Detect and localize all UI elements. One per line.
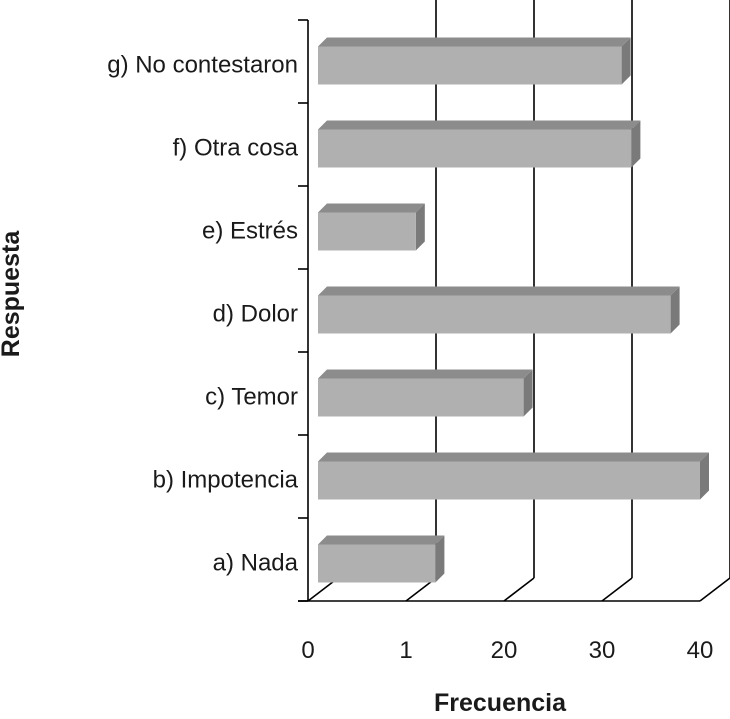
category-label: d) Dolor (213, 301, 298, 328)
category-label: b) Impotencia (153, 467, 299, 494)
bar-front-face (318, 295, 671, 334)
bar (318, 452, 709, 500)
bar (318, 286, 680, 334)
axis-layer (298, 19, 700, 602)
category-label: c) Temor (205, 384, 298, 411)
bar-top-face (318, 37, 631, 47)
bar-front-face (318, 461, 700, 500)
bar-side-face (631, 120, 641, 168)
x-tick-label: 0 (301, 637, 314, 664)
bar (318, 37, 631, 85)
category-label: a) Nada (213, 550, 299, 577)
x-tick-label: 40 (687, 637, 714, 664)
category-label: e) Estrés (202, 218, 298, 245)
bar-side-face (435, 535, 445, 583)
bar-side-face (621, 37, 631, 85)
bar-top-face (318, 369, 533, 379)
x-axis-title: Frecuencia (434, 689, 567, 714)
bar (318, 535, 445, 583)
category-label: f) Otra cosa (173, 135, 299, 162)
bar-side-face (670, 286, 680, 334)
category-label: g) No contestaron (107, 52, 298, 79)
bar-top-face (318, 203, 425, 213)
x-tick-label: 1 (399, 637, 412, 664)
label-layer: 0 1 20 30 40 a) Nada b) Impotencia c) Temor d) D… (107, 52, 713, 665)
bar-layer (318, 37, 709, 583)
bar-front-face (318, 129, 632, 168)
bar-top-face (318, 535, 445, 545)
bar (318, 203, 425, 251)
bar-top-face (318, 452, 709, 462)
bar-front-face (318, 212, 416, 251)
bar (318, 369, 533, 417)
bar-top-face (318, 286, 680, 296)
x-tick-label: 30 (589, 637, 616, 664)
floor-gridline (601, 577, 633, 602)
bar-side-face (415, 203, 425, 251)
bar-top-face (318, 120, 641, 130)
bar-front-face (318, 544, 436, 583)
bar-side-face (523, 369, 533, 417)
x-tick-label: 20 (491, 637, 518, 664)
floor-gridline (503, 577, 535, 602)
y-axis-title: Respuesta (0, 230, 25, 358)
floor-gridline (699, 577, 730, 602)
bar (318, 120, 641, 168)
bar-front-face (318, 46, 622, 85)
bar-side-face (700, 452, 709, 500)
bar-front-face (318, 378, 524, 417)
